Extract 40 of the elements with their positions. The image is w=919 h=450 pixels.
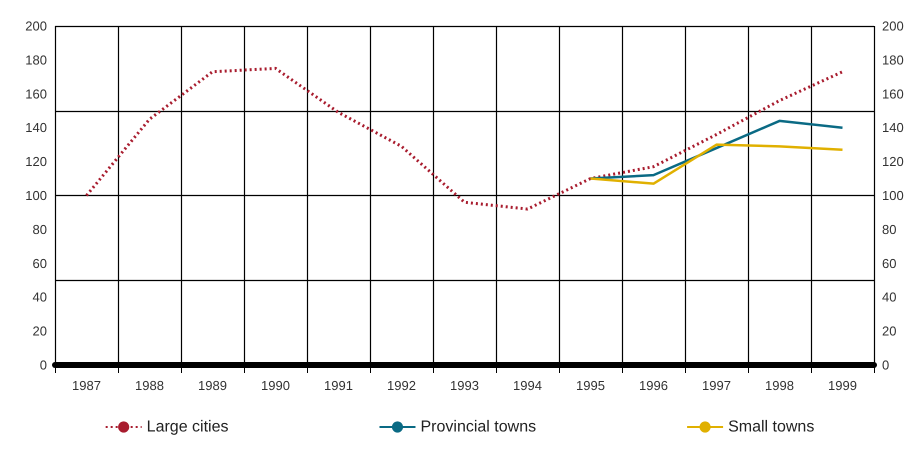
x-tick-label: 1989 <box>198 378 227 393</box>
x-tick-label: 1994 <box>513 378 542 393</box>
y-tick-label: 80 <box>32 222 47 237</box>
y2-tick-label: 180 <box>882 52 904 68</box>
y2-tick-label: 20 <box>882 324 896 339</box>
x-tick-label: 1998 <box>765 378 794 393</box>
y2-tick-label: 100 <box>882 188 904 203</box>
x-tick-label: 1987 <box>72 378 101 393</box>
x-tick-label: 1993 <box>450 378 479 393</box>
y2-tick-label: 40 <box>882 290 896 305</box>
y2-tick-label: 60 <box>882 256 896 271</box>
legend-label: Small towns <box>728 418 814 436</box>
y-tick-label: 180 <box>25 52 47 68</box>
x-tick-label: 1999 <box>828 378 857 393</box>
y-tick-label: 60 <box>32 256 47 271</box>
line-series <box>589 143 844 185</box>
y2-tick-label: 120 <box>882 154 904 170</box>
x-tick-label: 1995 <box>576 378 605 393</box>
x-tick-label: 1996 <box>639 378 668 393</box>
x-tick-label: 1988 <box>135 378 164 393</box>
legend-label: Provincial towns <box>420 418 536 436</box>
y-tick-label: 40 <box>32 290 47 305</box>
y-tick-label: 100 <box>25 188 47 203</box>
x-tick-label: 1992 <box>387 378 416 393</box>
y-tick-label: 140 <box>25 120 47 136</box>
x-tick-label: 1991 <box>324 378 353 393</box>
y2-tick-label: 80 <box>882 222 896 237</box>
y2-tick-label: 0 <box>882 358 890 372</box>
y-tick-label: 200 <box>25 18 47 34</box>
y-tick-label: 0 <box>40 358 47 372</box>
y-tick-label: 160 <box>25 86 47 102</box>
y2-tick-label: 160 <box>882 86 904 102</box>
legend-label: Large cities <box>146 418 228 436</box>
y-tick-label: 20 <box>32 324 47 339</box>
x-tick-label: 1997 <box>702 378 731 393</box>
y2-tick-label: 140 <box>882 120 904 136</box>
x-tick-label: 1990 <box>261 378 290 393</box>
y2-tick-label: 200 <box>882 18 904 34</box>
line-series <box>85 66 844 211</box>
y-tick-label: 120 <box>25 154 47 170</box>
